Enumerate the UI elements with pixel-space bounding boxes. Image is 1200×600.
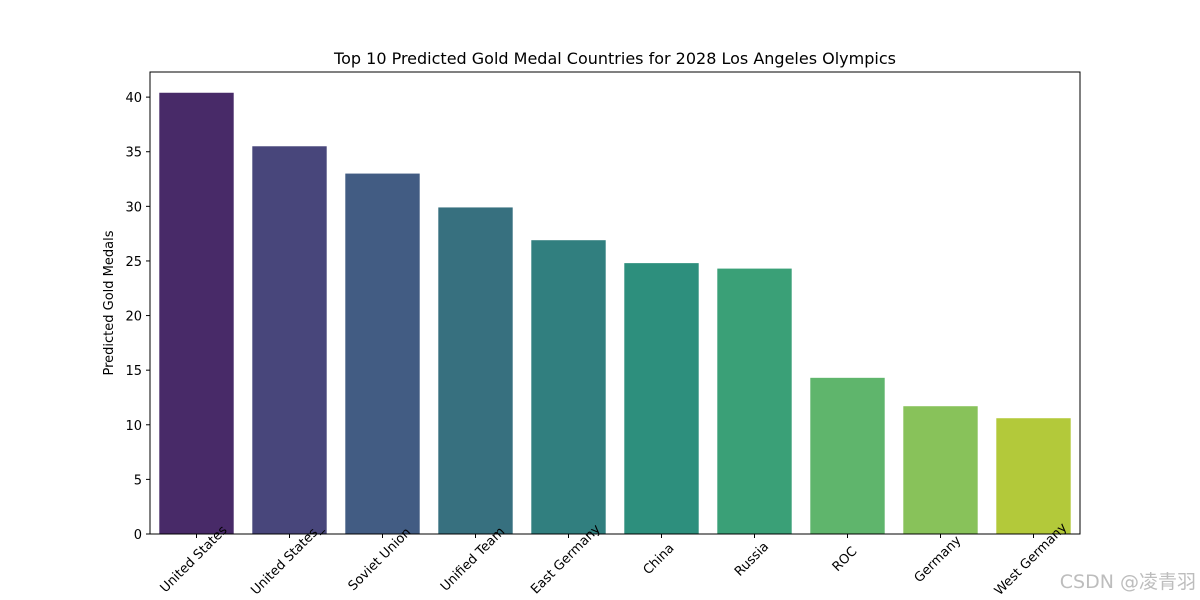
y-axis: 0 5 10 15 20 25 30 35 40 bbox=[125, 91, 150, 543]
y-axis-label: Predicted Gold Medals bbox=[102, 230, 117, 375]
bar bbox=[159, 92, 234, 534]
y-tick-label: 20 bbox=[125, 310, 142, 325]
y-tick-label: 40 bbox=[125, 91, 142, 106]
y-tick-label: 35 bbox=[125, 146, 142, 161]
bar bbox=[345, 173, 420, 534]
y-tick-label: 5 bbox=[134, 473, 142, 488]
y-tick-label: 0 bbox=[134, 528, 142, 543]
bar bbox=[624, 263, 699, 534]
x-tick-label: China bbox=[641, 541, 678, 578]
chart-title: Top 10 Predicted Gold Medal Countries fo… bbox=[333, 49, 896, 68]
x-tick-label: Unified Team bbox=[438, 524, 508, 594]
plot-bars bbox=[159, 92, 1071, 534]
bar bbox=[717, 268, 792, 534]
bar bbox=[903, 406, 978, 534]
bar bbox=[252, 146, 327, 534]
bar bbox=[996, 418, 1071, 534]
y-tick-label: 30 bbox=[125, 200, 142, 215]
y-tick-label: 10 bbox=[125, 419, 142, 434]
watermark: CSDN @凌青羽 bbox=[1060, 571, 1196, 593]
x-tick-label: ROC bbox=[830, 544, 861, 575]
y-tick-label: 15 bbox=[125, 364, 142, 379]
bar bbox=[810, 377, 885, 534]
x-tick-label: Germany bbox=[912, 533, 965, 586]
bar bbox=[438, 207, 513, 534]
x-tick-label: Russia bbox=[732, 539, 772, 579]
plot-frame bbox=[149, 71, 1081, 535]
y-tick-label: 25 bbox=[125, 255, 142, 270]
bar bbox=[531, 240, 606, 534]
x-tick-label: Soviet Union bbox=[346, 525, 415, 594]
